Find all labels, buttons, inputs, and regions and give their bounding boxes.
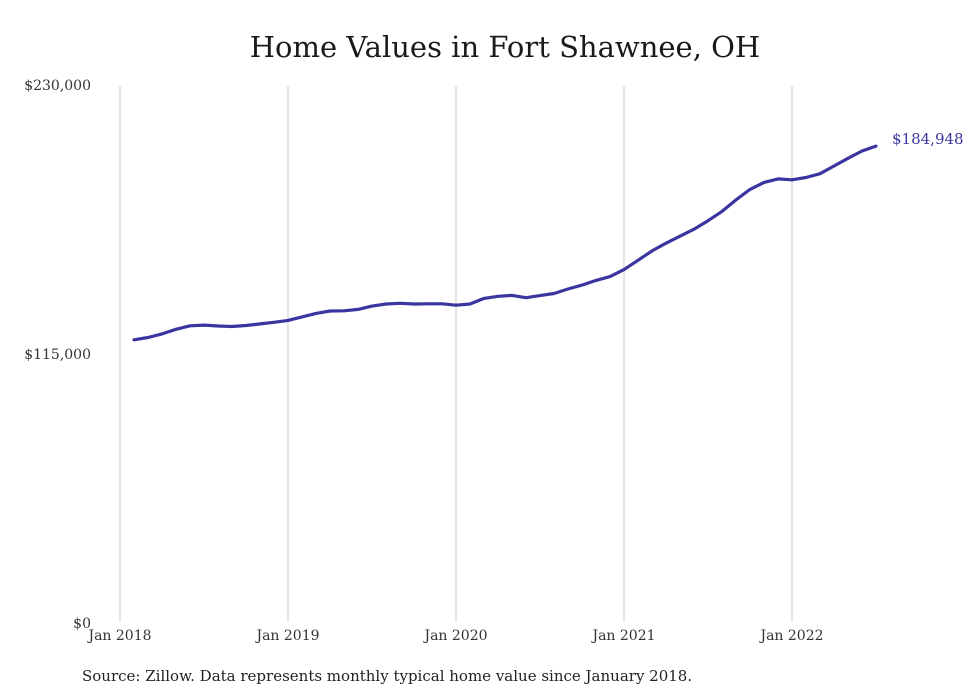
data-point xyxy=(790,178,794,182)
data-point xyxy=(202,323,206,327)
data-point xyxy=(482,297,486,300)
series-line-home-value xyxy=(132,144,878,342)
data-point xyxy=(132,338,136,342)
data-point xyxy=(356,308,360,311)
y-axis-tick-labels: $0 $115,000 $230,000 xyxy=(24,78,91,632)
data-point xyxy=(552,292,556,295)
y-tick-label: $115,000 xyxy=(24,347,91,363)
data-point xyxy=(454,303,458,307)
data-point xyxy=(594,279,598,282)
data-point xyxy=(370,304,374,308)
chart-title: Home Values in Fort Shawnee, OH xyxy=(249,30,761,64)
data-point xyxy=(818,172,822,176)
data-point xyxy=(650,249,654,253)
data-point xyxy=(692,227,696,231)
data-point xyxy=(216,324,220,328)
data-point xyxy=(328,309,332,313)
data-point xyxy=(468,302,472,306)
data-point xyxy=(146,336,150,339)
data-point xyxy=(244,324,248,327)
data-point xyxy=(580,283,584,287)
data-point xyxy=(734,198,738,202)
data-point xyxy=(440,302,444,306)
last-value-label: $184,948 xyxy=(892,130,964,148)
series-points xyxy=(132,144,878,342)
data-point xyxy=(608,275,612,278)
data-point xyxy=(748,188,752,191)
data-point xyxy=(174,327,178,331)
data-point xyxy=(342,309,346,313)
data-point xyxy=(384,302,388,306)
data-point xyxy=(846,156,850,160)
x-tick-label: Jan 2020 xyxy=(422,628,487,644)
data-point xyxy=(524,296,528,300)
data-point xyxy=(664,241,668,245)
data-point xyxy=(188,324,192,328)
data-point xyxy=(720,210,724,213)
data-point xyxy=(622,268,626,271)
x-axis-tick-labels: Jan 2018 Jan 2019 Jan 2020 Jan 2021 Jan 2022 xyxy=(86,628,823,644)
data-point xyxy=(874,144,878,148)
data-point xyxy=(160,332,164,336)
data-point xyxy=(230,325,234,328)
data-point xyxy=(272,320,276,324)
data-point xyxy=(496,294,500,298)
data-point xyxy=(860,149,864,153)
data-point xyxy=(314,312,318,315)
data-point xyxy=(706,219,710,223)
x-tick-label: Jan 2021 xyxy=(590,628,655,644)
data-point xyxy=(636,258,640,262)
data-point xyxy=(300,315,304,319)
x-tick-label: Jan 2018 xyxy=(86,628,151,644)
data-point xyxy=(762,181,766,184)
data-point xyxy=(426,302,430,306)
data-point xyxy=(776,177,780,181)
y-tick-label: $230,000 xyxy=(24,78,91,94)
vertical-gridlines xyxy=(119,86,793,622)
data-point xyxy=(538,294,542,297)
y-tick-label: $0 xyxy=(73,616,91,632)
data-point xyxy=(678,234,682,238)
data-point xyxy=(286,319,290,322)
data-point xyxy=(566,287,570,291)
data-point xyxy=(412,302,416,306)
data-point xyxy=(510,294,514,297)
data-point xyxy=(258,322,262,326)
source-note: Source: Zillow. Data represents monthly … xyxy=(82,667,693,685)
x-tick-label: Jan 2019 xyxy=(254,628,319,644)
data-point xyxy=(804,176,808,179)
data-point xyxy=(398,301,402,305)
x-tick-label: Jan 2022 xyxy=(758,628,823,644)
data-point xyxy=(832,164,836,168)
